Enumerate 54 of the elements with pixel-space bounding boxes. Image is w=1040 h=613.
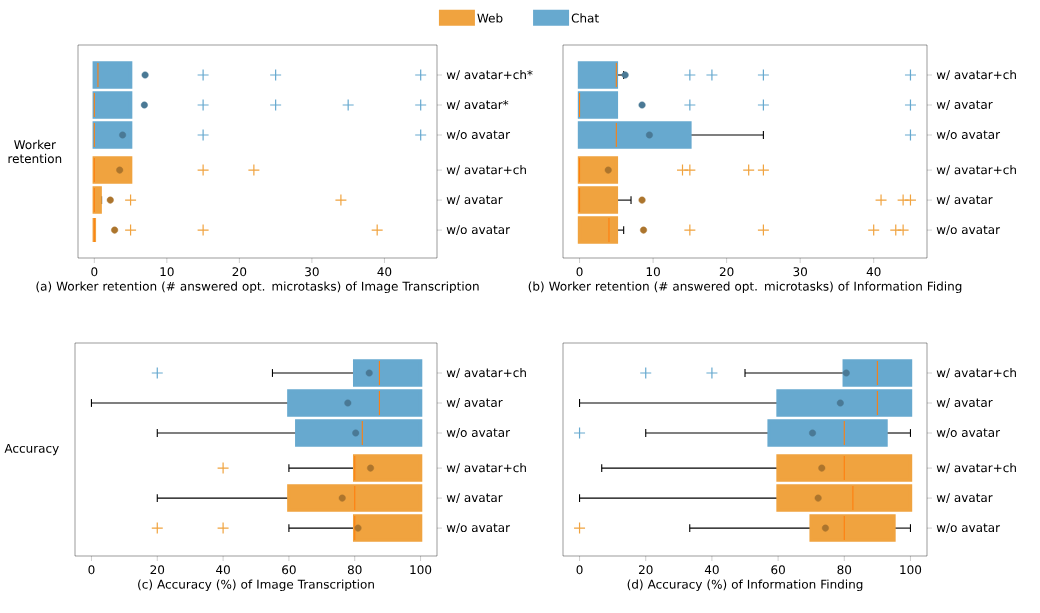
y-tick-label: w/o avatar xyxy=(446,523,511,534)
y-tick-label: w/ avatar xyxy=(446,493,503,504)
y-tick-label: w/ avatar xyxy=(446,195,503,206)
x-tick-label: 30 xyxy=(305,267,319,277)
x-axis-title: (b) Worker retention (# answered opt. microtasks) of Information Fiding xyxy=(528,281,962,294)
y-tick-label: w/o avatar xyxy=(446,225,511,236)
y-axis-title: Accuracy xyxy=(4,443,59,456)
x-tick-label: 30 xyxy=(793,267,807,277)
x-tick-label: 0 xyxy=(91,267,98,277)
x-axis-title: (c) Accuracy (%) of Image Transcription xyxy=(138,579,374,592)
y-tick-label: w/ avatar+ch* xyxy=(446,69,533,81)
y-tick-label: w/o avatar xyxy=(936,428,1001,438)
x-tick-label: 100 xyxy=(900,565,922,575)
x-axis-title: (a) Worker retention (# answered opt. microtasks) of Image Transcription xyxy=(36,281,479,294)
y-tick-label: w/ avatar xyxy=(936,100,993,110)
x-tick-label: 20 xyxy=(719,267,734,277)
y-tick-label: w/ avatar+ch xyxy=(936,69,1016,81)
x-tick-label: 80 xyxy=(347,565,362,575)
x-tick-label: 20 xyxy=(232,267,247,277)
y-tick-label: w/ avatar+ch xyxy=(446,462,526,474)
x-tick-label: 40 xyxy=(377,267,392,277)
y-tick-label: w/ avatar+ch xyxy=(936,367,1016,379)
x-tick-label: 10 xyxy=(646,267,660,277)
x-tick-label: 40 xyxy=(866,267,881,277)
x-tick-label: 10 xyxy=(160,267,174,277)
legend-label: Chat xyxy=(571,13,599,23)
x-tick-label: 40 xyxy=(216,565,230,575)
y-tick-label: w/ avatar+ch xyxy=(936,164,1016,176)
y-tick-label: w/o avatar xyxy=(936,225,1001,236)
y-tick-label: w/o avatar xyxy=(446,428,511,438)
y-tick-label: w/o avatar xyxy=(936,130,1001,140)
x-tick-label: 80 xyxy=(837,565,852,575)
y-tick-label: w/ avatar+ch xyxy=(446,164,526,176)
y-tick-label: w/ avatar xyxy=(446,398,503,408)
y-tick-label: w/ avatar* xyxy=(446,99,509,111)
x-tick-label: 100 xyxy=(410,565,432,575)
x-tick-label: 0 xyxy=(576,267,583,277)
x-tick-label: 60 xyxy=(282,565,296,575)
legend-label: Web xyxy=(477,13,503,23)
x-tick-label: 0 xyxy=(88,565,95,575)
x-tick-label: 20 xyxy=(638,565,653,575)
y-tick-label: w/ avatar xyxy=(936,493,993,504)
x-tick-label: 40 xyxy=(704,565,719,575)
y-tick-label: w/ avatar xyxy=(936,398,993,408)
y-tick-label: w/ avatar+ch xyxy=(936,462,1016,474)
x-tick-label: 20 xyxy=(150,565,165,575)
y-tick-label: w/ avatar+ch xyxy=(446,367,526,379)
x-axis-title: (d) Accuracy (%) of Information Finding xyxy=(627,579,863,592)
y-tick-label: w/o avatar xyxy=(936,523,1001,534)
y-tick-label: w/o avatar xyxy=(446,130,511,140)
y-tick-label: w/ avatar xyxy=(936,195,993,206)
x-tick-label: 0 xyxy=(576,565,583,575)
y-axis-title: Worker retention xyxy=(8,139,62,164)
x-tick-label: 60 xyxy=(771,565,785,575)
